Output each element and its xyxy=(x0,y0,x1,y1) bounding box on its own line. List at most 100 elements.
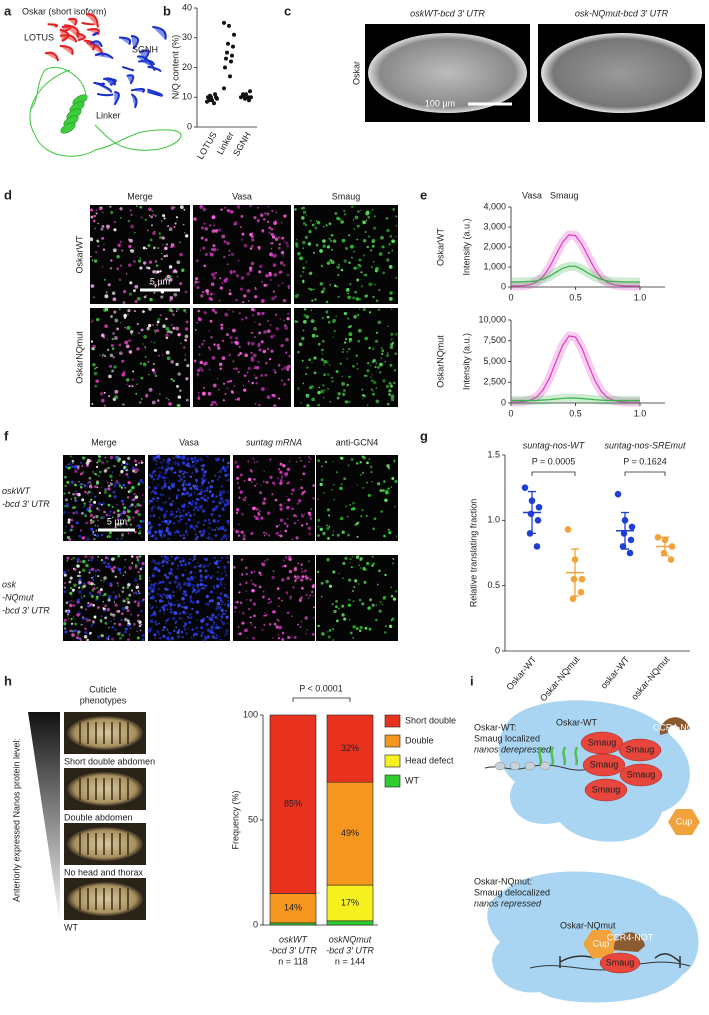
puncta xyxy=(218,605,222,610)
puncta xyxy=(312,595,315,597)
puncta xyxy=(103,308,107,312)
puncta xyxy=(126,619,130,623)
puncta xyxy=(274,237,279,241)
puncta xyxy=(225,538,228,540)
puncta xyxy=(388,530,392,535)
puncta xyxy=(207,564,210,567)
puncta xyxy=(154,492,158,496)
puncta xyxy=(203,519,207,522)
puncta xyxy=(106,607,110,612)
puncta xyxy=(333,498,336,501)
puncta xyxy=(190,492,193,495)
puncta xyxy=(348,348,351,351)
smaug-label: Smaug xyxy=(592,784,621,794)
puncta xyxy=(181,557,184,559)
puncta xyxy=(107,598,111,602)
x-tick-label: n = 144 xyxy=(335,956,365,966)
puncta xyxy=(93,296,95,298)
puncta xyxy=(163,472,167,475)
scale-bar-label: 5 µm xyxy=(150,276,170,286)
puncta xyxy=(123,521,125,523)
puncta xyxy=(186,364,190,368)
legend-entry: WT xyxy=(405,775,419,785)
puncta xyxy=(148,591,151,594)
puncta xyxy=(89,237,94,242)
puncta xyxy=(194,280,198,284)
sgnh-fold xyxy=(136,55,156,72)
puncta xyxy=(202,246,206,250)
puncta xyxy=(239,473,243,477)
puncta xyxy=(195,581,197,583)
puncta xyxy=(136,630,138,632)
puncta xyxy=(199,457,202,459)
puncta xyxy=(166,588,169,591)
puncta xyxy=(155,600,157,602)
puncta xyxy=(90,624,93,628)
smaug-label: Smaug xyxy=(626,744,655,754)
puncta xyxy=(235,511,239,514)
puncta xyxy=(240,276,245,280)
puncta xyxy=(244,496,247,499)
puncta xyxy=(273,221,277,225)
puncta xyxy=(166,628,169,631)
puncta xyxy=(283,522,287,525)
puncta xyxy=(200,634,203,637)
puncta xyxy=(195,632,199,636)
puncta xyxy=(199,485,202,488)
puncta xyxy=(230,252,235,256)
puncta xyxy=(173,225,176,229)
smaug xyxy=(618,738,662,762)
puncta xyxy=(66,615,68,617)
puncta xyxy=(164,477,166,480)
puncta xyxy=(216,618,219,620)
puncta xyxy=(184,593,188,597)
puncta xyxy=(66,556,70,560)
puncta xyxy=(191,559,194,562)
puncta xyxy=(224,612,227,615)
puncta xyxy=(275,327,280,331)
puncta xyxy=(377,320,382,325)
puncta xyxy=(145,393,148,396)
puncta xyxy=(346,350,349,353)
puncta xyxy=(151,626,153,628)
puncta xyxy=(131,485,135,490)
puncta xyxy=(225,629,228,632)
puncta xyxy=(189,558,192,561)
row-label: OskarWT xyxy=(74,235,84,273)
puncta xyxy=(287,518,289,520)
bar-segment xyxy=(269,714,317,894)
puncta xyxy=(200,459,202,462)
puncta xyxy=(147,521,151,526)
puncta xyxy=(140,566,143,569)
puncta xyxy=(302,240,306,245)
puncta xyxy=(176,567,179,571)
puncta xyxy=(160,220,163,222)
puncta xyxy=(99,354,101,357)
puncta xyxy=(111,338,114,341)
puncta xyxy=(65,525,67,528)
puncta xyxy=(328,584,333,588)
puncta xyxy=(165,603,168,607)
puncta xyxy=(251,381,254,385)
puncta xyxy=(125,378,130,382)
puncta xyxy=(74,490,77,493)
puncta xyxy=(222,460,224,462)
puncta xyxy=(364,294,368,298)
puncta xyxy=(273,369,275,371)
puncta xyxy=(251,235,254,239)
puncta xyxy=(235,367,238,371)
puncta xyxy=(108,517,111,520)
puncta xyxy=(197,374,199,377)
puncta xyxy=(189,595,193,599)
puncta xyxy=(202,473,206,477)
puncta xyxy=(362,238,367,243)
puncta xyxy=(310,384,314,389)
puncta xyxy=(176,599,179,602)
puncta xyxy=(297,519,300,522)
puncta xyxy=(287,284,291,288)
puncta xyxy=(91,403,94,405)
puncta xyxy=(139,598,141,600)
puncta xyxy=(198,353,201,356)
puncta xyxy=(156,454,161,458)
smaug xyxy=(584,778,628,802)
